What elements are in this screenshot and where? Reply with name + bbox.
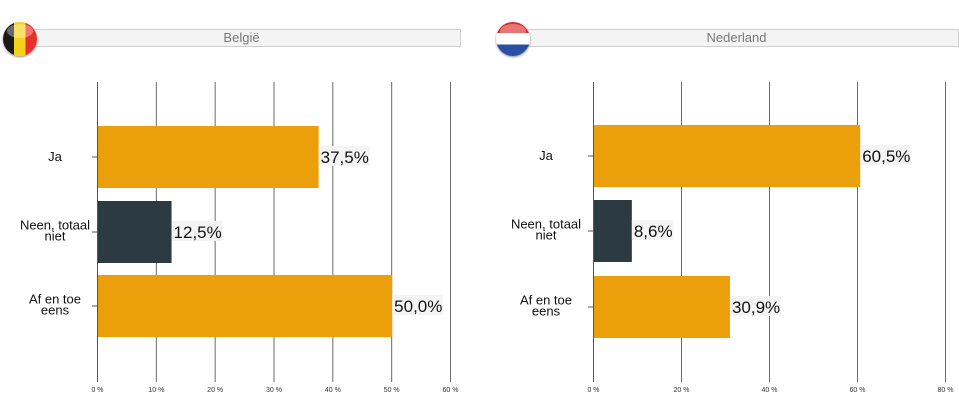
belgium-bar-chart: 0 % 10 % 20 % 30 % 40 % 50 % 60 % Ja Neen, totaa… bbox=[20, 82, 459, 394]
bar bbox=[98, 126, 319, 188]
netherlands-bar-chart: 0 % 20 % 40 % 60 % 80 % Ja Neen, totaal niet Af … bbox=[511, 82, 954, 394]
netherlands-title: Nederland bbox=[706, 30, 767, 45]
x-tick-label: 80 % bbox=[938, 387, 954, 394]
belgium-header: België bbox=[22, 29, 461, 47]
belgium-flag-icon bbox=[3, 22, 37, 56]
category-label: Ja bbox=[48, 149, 63, 164]
value-label: 50,0% bbox=[394, 297, 442, 316]
category-label: Neen, totaal niet bbox=[20, 218, 90, 244]
bar bbox=[594, 276, 730, 338]
x-tick-label: 40 % bbox=[325, 387, 341, 394]
x-tick-label: 60 % bbox=[443, 387, 459, 394]
value-label-bg bbox=[631, 220, 674, 240]
value-label: 30,9% bbox=[732, 298, 780, 317]
x-tick-label: 10 % bbox=[148, 387, 164, 394]
x-tick-label: 30 % bbox=[266, 387, 282, 394]
category-label: Neen, totaal niet bbox=[511, 217, 581, 243]
value-label: 12,5% bbox=[174, 223, 222, 242]
bar bbox=[98, 201, 172, 263]
value-label-bg bbox=[729, 296, 781, 316]
x-tick-label: 0 % bbox=[91, 387, 103, 394]
x-tick-label: 20 % bbox=[674, 387, 690, 394]
value-label-bg bbox=[318, 146, 370, 166]
bar bbox=[98, 275, 393, 337]
value-label: 60,5% bbox=[862, 147, 910, 166]
bar bbox=[594, 200, 632, 262]
category-label: Af en toe eens bbox=[520, 293, 572, 319]
x-tick-label: 40 % bbox=[762, 387, 778, 394]
x-tick-label: 50 % bbox=[384, 387, 400, 394]
category-label: Af en toe eens bbox=[29, 292, 81, 318]
value-label: 37,5% bbox=[321, 148, 369, 167]
belgium-panel: België 0 % 10 % 20 % 30 % 40 % 50 % 60 % Ja Neen… bbox=[0, 0, 470, 409]
netherlands-flag-icon bbox=[496, 22, 530, 56]
netherlands-header: Nederland bbox=[514, 29, 959, 47]
value-label-bg bbox=[392, 295, 444, 315]
category-label: Ja bbox=[539, 148, 554, 163]
belgium-title: België bbox=[223, 30, 260, 45]
bar bbox=[594, 125, 861, 187]
value-label: 8,6% bbox=[634, 222, 673, 241]
value-label-bg bbox=[860, 145, 912, 165]
x-tick-label: 20 % bbox=[207, 387, 223, 394]
x-tick-label: 60 % bbox=[850, 387, 866, 394]
value-label-bg bbox=[171, 221, 223, 241]
x-tick-label: 0 % bbox=[587, 387, 599, 394]
netherlands-panel: Nederland 0 % 20 % 40 % 60 % 80 % Ja Neen, tot… bbox=[494, 0, 959, 409]
